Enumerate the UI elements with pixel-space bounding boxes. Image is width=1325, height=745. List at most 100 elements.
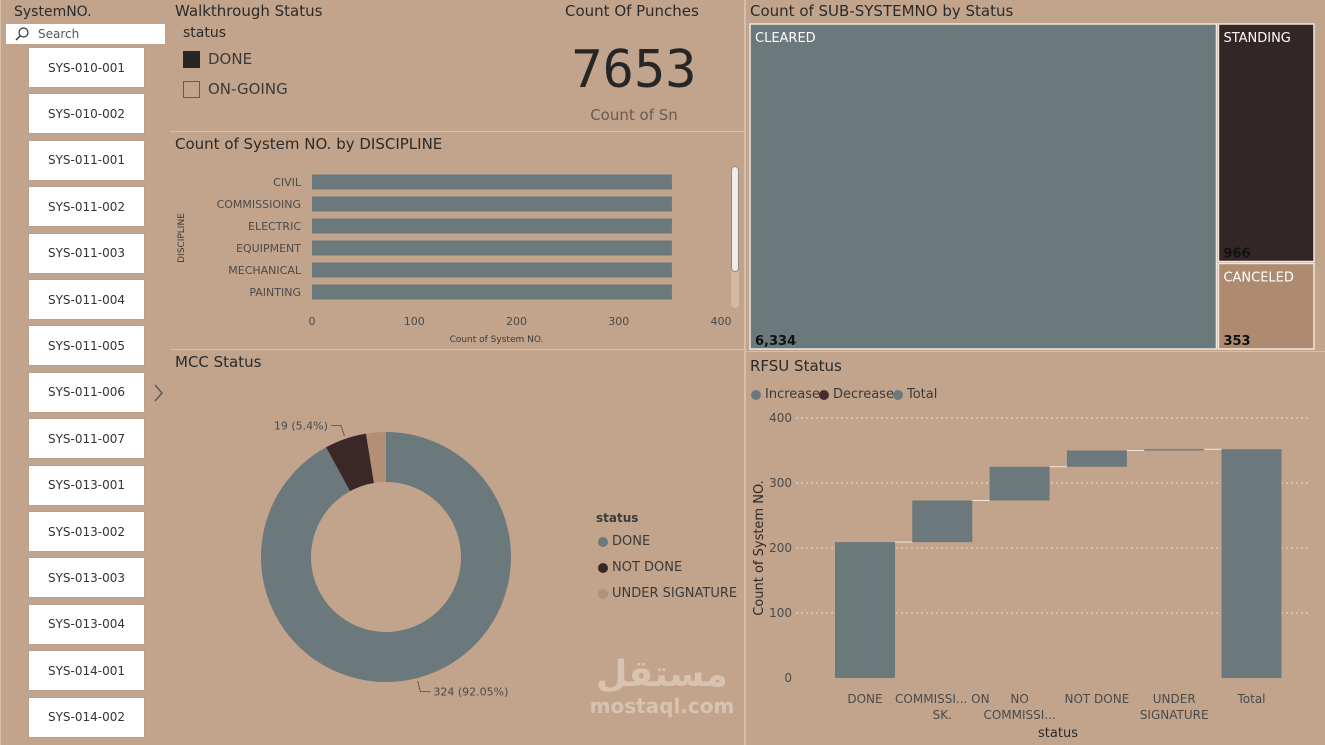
treemap-tile[interactable]	[749, 23, 1218, 350]
mcc-legend-item[interactable]: DONE	[598, 534, 650, 549]
mcc-legend-item[interactable]: NOT DONE	[598, 560, 682, 575]
slicer-item[interactable]: SYS-014-001	[28, 650, 145, 692]
discipline-category-label: PAINTING	[249, 286, 301, 299]
punches-subtitle: Count of Sn	[590, 106, 678, 124]
rfsu-y-tick-label: 400	[769, 411, 792, 425]
mcc-legend-title: status	[596, 511, 639, 525]
discipline-bar[interactable]	[312, 284, 672, 300]
rfsu-waterfall-chart: 0 100 200 300 400 DONE COMMISSI... ON SK. NO COMM…	[752, 411, 1311, 741]
mcc-label-leader	[417, 680, 431, 693]
slicer-item[interactable]: SYS-011-002	[28, 186, 145, 228]
slicer-item[interactable]: SYS-011-006	[28, 371, 145, 413]
watermark-latin: mostaql.com	[589, 694, 735, 718]
chevron-right-icon[interactable]	[151, 383, 165, 403]
discipline-bar[interactable]	[312, 218, 672, 234]
panel-divider-mid	[170, 349, 744, 350]
discipline-bar[interactable]	[312, 174, 672, 190]
checkbox-unchecked-icon[interactable]	[183, 80, 200, 98]
rfsu-waterfall-bar[interactable]	[1144, 449, 1205, 451]
slicer-title: SystemNO.	[14, 4, 92, 20]
mcc-donut-slice[interactable]	[326, 433, 375, 492]
walkthrough-title: Walkthrough Status	[175, 2, 323, 20]
rfsu-legend-item[interactable]: Total	[893, 387, 937, 402]
rfsu-title: RFSU Status	[750, 357, 842, 375]
treemap-category-label: CANCELED	[1223, 270, 1293, 285]
mcc-donut-slice[interactable]	[366, 432, 386, 483]
rfsu-waterfall-bar[interactable]	[912, 500, 973, 543]
treemap-value-label: 6,334	[755, 334, 796, 349]
legend-dot-icon	[598, 562, 608, 573]
scrollbar-thumb[interactable]	[731, 166, 739, 272]
legend-dot-icon	[819, 389, 829, 400]
legend-dot-icon	[598, 536, 608, 547]
slicer-item[interactable]: SYS-013-004	[28, 603, 145, 645]
treemap-value-label: 353	[1223, 334, 1250, 349]
rfsu-waterfall-bar[interactable]	[1221, 449, 1282, 678]
slicer-item[interactable]: SYS-011-005	[28, 325, 145, 367]
treemap-value-label: 966	[1223, 246, 1250, 261]
slicer-item[interactable]: SYS-014-002	[28, 696, 145, 738]
walkthrough-option-label: ON-GOING	[208, 80, 288, 98]
mcc-donut-chart: 324 (92.05%) 19 (5.4%)	[261, 420, 512, 699]
slicer-item[interactable]: SYS-013-002	[28, 511, 145, 552]
rfsu-legend-item[interactable]: Decrease	[819, 387, 894, 402]
panel-divider-vertical	[744, 0, 746, 745]
rfsu-waterfall-bar[interactable]	[989, 466, 1050, 501]
discipline-bar-chart: CIVIL COMMISSIOING ELECTRIC EQUIPMENT MECHAN…	[177, 174, 732, 345]
mcc-legend-label: UNDER SIGNATURE	[612, 586, 738, 601]
slicer-item[interactable]: SYS-011-003	[28, 232, 145, 274]
slicer-search-box[interactable]: Search	[6, 24, 165, 44]
rfsu-y-tick-label: 300	[769, 476, 792, 490]
panel-divider-right	[746, 351, 1325, 352]
mcc-donut-slice[interactable]	[261, 432, 512, 682]
rfsu-legend-label: Total	[907, 387, 938, 402]
slicer-item[interactable]: SYS-010-001	[28, 47, 145, 88]
rfsu-waterfall-bar[interactable]	[835, 542, 895, 678]
rfsu-x-tick-label: Total	[1236, 692, 1265, 706]
slicer-item[interactable]: SYS-011-004	[28, 279, 145, 320]
rfsu-waterfall-bar[interactable]	[1066, 450, 1127, 467]
treemap-category-label: CLEARED	[755, 31, 816, 46]
treemap-category-label: STANDING	[1223, 31, 1290, 46]
legend-dot-icon	[751, 389, 761, 400]
discipline-category-label: MECHANICAL	[228, 264, 302, 277]
mcc-legend-item[interactable]: UNDER SIGNATURE	[598, 586, 737, 601]
discipline-x-tick-label: 0	[309, 315, 316, 328]
slicer-item[interactable]: SYS-013-001	[28, 464, 145, 506]
rfsu-x-tick-label: DONE	[847, 692, 882, 706]
punches-title: Count Of Punches	[565, 2, 699, 20]
treemap-tile[interactable]	[1217, 23, 1315, 263]
walkthrough-option-ongoing[interactable]: ON-GOING	[183, 80, 288, 98]
rfsu-legend-item[interactable]: Increase	[751, 387, 820, 402]
rfsu-x-tick-label: COMMISSI... ON	[895, 692, 990, 706]
slicer-item[interactable]: SYS-010-002	[28, 93, 145, 135]
slicer-item[interactable]: SYS-011-001	[28, 139, 145, 181]
mcc-data-label: 324 (92.05%)	[433, 686, 508, 699]
discipline-category-label: CIVIL	[273, 176, 302, 189]
punches-value: 7653	[571, 40, 697, 100]
discipline-category-label: EQUIPMENT	[236, 242, 301, 255]
rfsu-y-tick-label: 100	[769, 606, 792, 620]
discipline-bar[interactable]	[312, 240, 672, 256]
checkbox-checked-icon[interactable]	[183, 50, 200, 68]
walkthrough-legend-title: status	[183, 25, 227, 41]
slicer-item[interactable]: SYS-011-007	[28, 418, 145, 460]
rfsu-y-axis-label: Count of System NO.	[752, 480, 767, 616]
treemap-tile[interactable]	[1217, 262, 1315, 350]
discipline-bar[interactable]	[312, 262, 672, 278]
slicer-item[interactable]: SYS-013-003	[28, 557, 145, 599]
walkthrough-option-done[interactable]: DONE	[183, 50, 252, 68]
rfsu-x-tick-label: COMMISSI...	[983, 708, 1055, 722]
rfsu-x-tick-label: SK.	[933, 708, 952, 722]
discipline-scrollbar[interactable]	[731, 166, 739, 308]
search-input[interactable]: Search	[38, 27, 80, 41]
rfsu-y-tick-label: 200	[769, 541, 792, 555]
legend-dot-icon	[598, 588, 608, 599]
discipline-bar[interactable]	[312, 196, 672, 212]
walkthrough-option-label: DONE	[208, 50, 253, 68]
rfsu-x-tick-label: NOT DONE	[1064, 692, 1129, 706]
discipline-x-axis-label: Count of System NO.	[450, 335, 544, 345]
mcc-data-label: 19 (5.4%)	[274, 420, 328, 433]
rfsu-x-tick-label: UNDER	[1153, 692, 1196, 706]
rfsu-x-tick-label: NO	[1010, 692, 1028, 706]
